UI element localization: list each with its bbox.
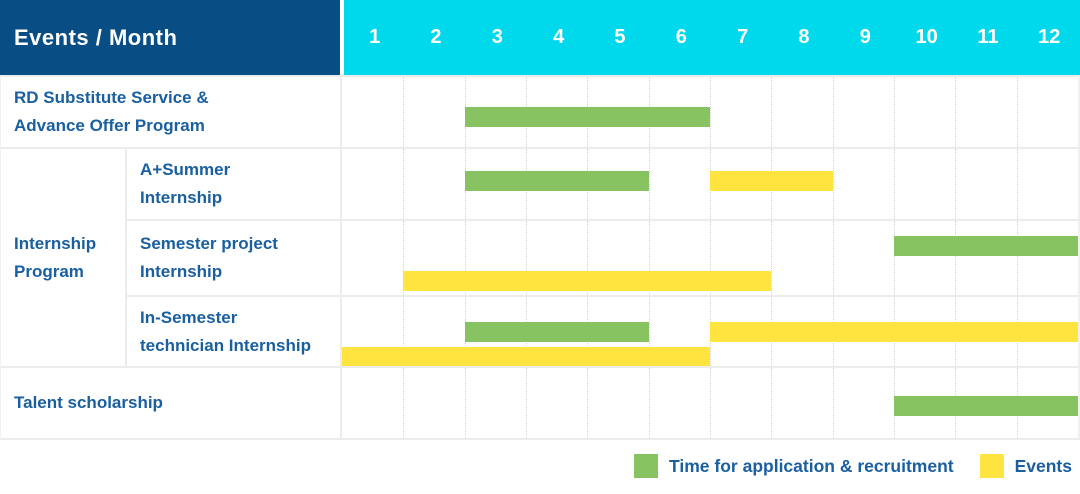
month-gridline [403, 77, 405, 147]
month-label-3: 3 [491, 26, 503, 48]
month-label-10: 10 [915, 26, 938, 48]
events-bar [342, 347, 710, 366]
month-gridline [403, 149, 405, 219]
month-gridline [832, 77, 834, 147]
month-label-7: 7 [737, 26, 749, 48]
recruitment-bar [464, 322, 649, 342]
legend: Time for application & recruitment Event… [634, 452, 1072, 480]
month-gridline [403, 368, 405, 438]
month-gridline [526, 368, 527, 438]
group-label-internship-program: Internship Program [0, 147, 125, 366]
month-gridline [403, 297, 405, 366]
events-month-header-cell: Events / Month [0, 0, 340, 75]
month-gridline [1016, 77, 1018, 147]
recruitment-bar [894, 236, 1078, 256]
month-label-6: 6 [675, 26, 687, 48]
month-gridline [1016, 221, 1018, 295]
month-gridline [464, 368, 466, 438]
row-label-semester-project-internship: Semester project Internship [125, 219, 340, 295]
row-label-rd-substitute-service: RD Substitute Service & Advance Offer Pr… [0, 75, 340, 147]
table-header: Events / Month 1 2 3 4 5 6 7 8 9 10 11 12 [0, 0, 1080, 75]
month-gridline [587, 221, 589, 295]
chart-body: RD Substitute Service & Advance Offer Pr… [0, 75, 1080, 440]
month-gridline [587, 368, 589, 438]
month-gridline [771, 368, 773, 438]
timeline-row-a-plus-summer-internship [340, 147, 1080, 219]
events-bar [710, 171, 833, 191]
month-gridline [894, 77, 895, 147]
month-gridline [832, 149, 834, 219]
month-gridline [832, 221, 834, 295]
month-gridline [648, 297, 650, 366]
month-label-8: 8 [798, 26, 810, 48]
recruitment-bar [894, 396, 1078, 416]
timeline-row-talent-scholarship [340, 366, 1080, 440]
month-gridline [403, 221, 405, 295]
row-label-in-semester-technician-internship: In-Semester technician Internship [125, 295, 340, 366]
recruitment-legend-swatch [634, 454, 659, 478]
timeline-row-semester-project-internship [340, 219, 1080, 295]
timeline-row-rd-substitute-service [340, 75, 1080, 147]
month-header-row: 1 2 3 4 5 6 7 8 9 10 11 12 [340, 0, 1080, 75]
month-gridline [894, 221, 895, 295]
month-gridline [526, 221, 527, 295]
month-gridline [955, 77, 957, 147]
events-legend-label: Events [1014, 455, 1072, 476]
month-gridline [1016, 149, 1018, 219]
month-label-4: 4 [553, 26, 565, 48]
month-label-11: 11 [977, 26, 999, 48]
month-gridline [648, 368, 650, 438]
month-label-1: 1 [369, 26, 381, 48]
row-label-talent-scholarship: Talent scholarship [0, 366, 340, 440]
month-gridline [648, 221, 650, 295]
month-gridline [832, 368, 834, 438]
month-gridline [464, 221, 466, 295]
recruitment-bar [464, 107, 710, 127]
recruitment-legend-label: Time for application & recruitment [669, 455, 954, 476]
month-gridline [771, 77, 773, 147]
month-gridline [771, 221, 773, 295]
month-gridline [955, 221, 957, 295]
month-gridline [710, 77, 711, 147]
month-gridline [955, 149, 957, 219]
row-label-a-plus-summer-internship: A+Summer Internship [125, 147, 340, 219]
events-bar [710, 322, 1078, 342]
month-label-12: 12 [1038, 26, 1061, 48]
month-gridline [648, 149, 650, 219]
events-legend-swatch [979, 454, 1004, 478]
recruitment-bar [464, 171, 649, 191]
month-gridline [710, 221, 711, 295]
month-gridline [894, 149, 895, 219]
events-bar [403, 271, 772, 291]
timeline-row-in-semester-technician-internship [340, 295, 1080, 366]
month-label-2: 2 [430, 26, 442, 48]
month-gridline [710, 368, 711, 438]
month-label-5: 5 [614, 26, 626, 48]
month-label-9: 9 [859, 26, 871, 48]
